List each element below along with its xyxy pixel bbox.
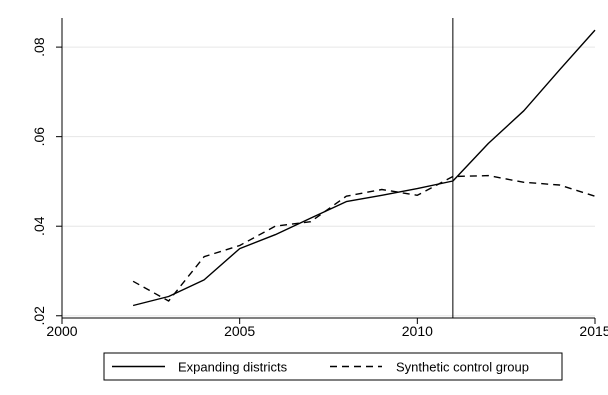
y-tick-label: .06 bbox=[31, 127, 47, 147]
legend: Expanding districts Synthetic control gro… bbox=[103, 352, 563, 381]
axes: .02 .04 .06 .08 2000 2005 2010 2015 bbox=[31, 18, 608, 339]
x-tick-label: 2005 bbox=[224, 323, 255, 339]
series-lines bbox=[132, 18, 596, 318]
series-line-expanding-districts bbox=[132, 29, 596, 307]
legend-label: Expanding districts bbox=[178, 360, 288, 375]
x-tick-label: 2000 bbox=[46, 323, 77, 339]
y-tick-label: .04 bbox=[31, 216, 47, 236]
gridlines bbox=[62, 46, 595, 317]
y-tick-label: .08 bbox=[31, 37, 47, 57]
y-tick-label: .02 bbox=[31, 306, 47, 326]
x-tick-label: 2015 bbox=[579, 323, 608, 339]
series-line-synthetic-control-group bbox=[132, 174, 596, 302]
legend-label: Synthetic control group bbox=[396, 360, 529, 375]
x-tick-label: 2010 bbox=[402, 323, 433, 339]
